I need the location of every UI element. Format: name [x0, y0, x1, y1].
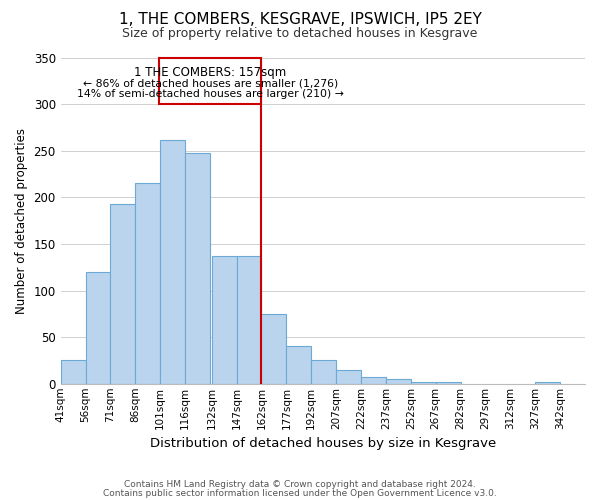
Text: 14% of semi-detached houses are larger (210) →: 14% of semi-detached houses are larger (… [77, 89, 344, 99]
Text: ← 86% of detached houses are smaller (1,276): ← 86% of detached houses are smaller (1,… [83, 78, 338, 88]
Text: Size of property relative to detached houses in Kesgrave: Size of property relative to detached ho… [122, 28, 478, 40]
Bar [160, 140, 185, 384]
Bar [311, 360, 336, 384]
Text: Contains public sector information licensed under the Open Government Licence v3: Contains public sector information licen… [103, 488, 497, 498]
Bar [236, 256, 262, 384]
Y-axis label: Number of detached properties: Number of detached properties [15, 128, 28, 314]
Text: 1 THE COMBERS: 157sqm: 1 THE COMBERS: 157sqm [134, 66, 287, 79]
X-axis label: Distribution of detached houses by size in Kesgrave: Distribution of detached houses by size … [150, 437, 496, 450]
Bar [386, 379, 411, 384]
Bar [61, 360, 86, 384]
Bar [185, 152, 210, 384]
Bar [336, 370, 361, 384]
Bar [262, 314, 286, 384]
Text: Contains HM Land Registry data © Crown copyright and database right 2024.: Contains HM Land Registry data © Crown c… [124, 480, 476, 489]
Bar [436, 382, 461, 384]
Text: 1, THE COMBERS, KESGRAVE, IPSWICH, IP5 2EY: 1, THE COMBERS, KESGRAVE, IPSWICH, IP5 2… [119, 12, 481, 28]
Bar [286, 346, 311, 384]
Bar [136, 184, 160, 384]
Bar [86, 272, 110, 384]
Bar [110, 204, 136, 384]
Bar [361, 377, 386, 384]
Bar [411, 382, 436, 384]
Bar [535, 382, 560, 384]
FancyBboxPatch shape [160, 58, 262, 104]
Bar [212, 256, 236, 384]
